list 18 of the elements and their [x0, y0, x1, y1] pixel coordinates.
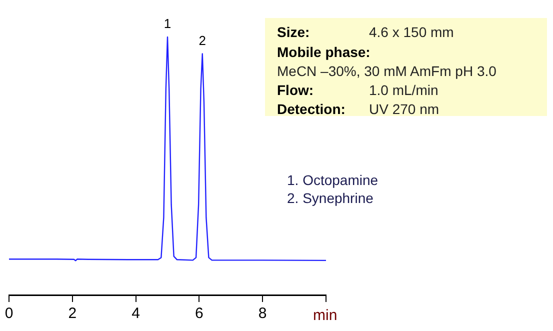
x-tick-label: 6	[195, 305, 204, 322]
annotation: 2. Synephrine	[287, 190, 374, 206]
text: 1.0 mL/min	[369, 82, 438, 98]
x-tick-label: 2	[68, 305, 77, 322]
text: UV 270 nm	[369, 101, 440, 117]
annotation: Flow:	[277, 82, 314, 98]
annotation: 1	[164, 16, 172, 32]
annotation: Detection:	[277, 101, 346, 117]
annotation: MeCN –30%, 30 mM AmFm pH 3.0	[277, 63, 496, 79]
x-tick-label: 0	[4, 305, 14, 322]
x-axis-title: min	[313, 307, 338, 324]
annotation: Size:	[277, 24, 310, 40]
text: 4.6 x 150 mm	[369, 24, 454, 40]
annotation: Mobile phase:	[277, 44, 370, 60]
x-tick-label: 4	[132, 305, 140, 322]
x-tick-label: 8	[258, 305, 267, 322]
annotation: 2	[198, 32, 206, 48]
annotation: 1. Octopamine	[287, 172, 378, 188]
